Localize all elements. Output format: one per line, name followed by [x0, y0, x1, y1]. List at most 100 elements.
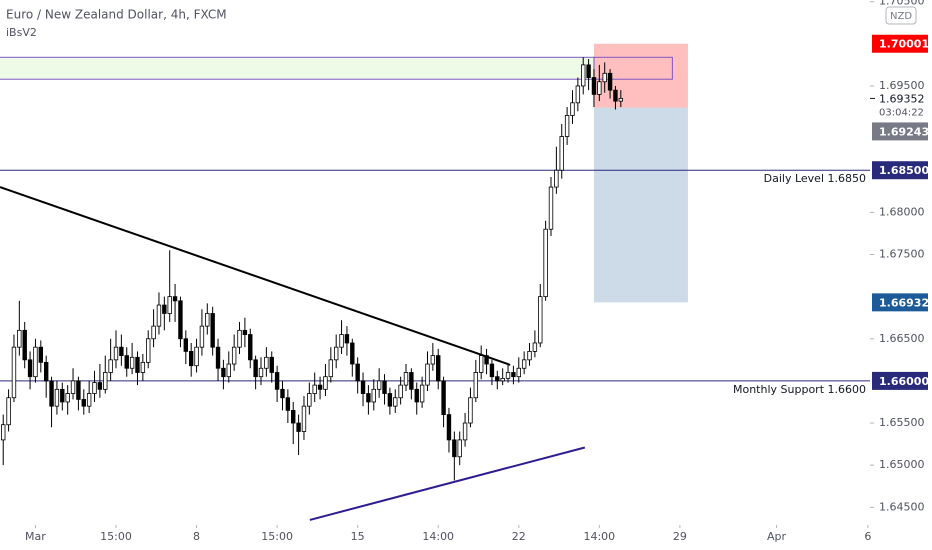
trendline [0, 186, 511, 366]
candle-body [613, 89, 618, 102]
candle-body [291, 409, 296, 424]
candle-body [543, 228, 548, 298]
candle-body [269, 356, 274, 373]
candle-body [162, 304, 167, 314]
candle-body [210, 313, 215, 348]
currency: NZD [890, 11, 912, 22]
candle-body [586, 64, 591, 78]
candle-body [65, 393, 70, 403]
candle-body [489, 363, 495, 378]
candle-body [140, 361, 146, 373]
candle-body [54, 388, 60, 407]
candle-body [188, 351, 194, 367]
candle-body [103, 372, 108, 390]
candle-body [468, 397, 473, 424]
candle-body [425, 363, 430, 386]
level-name: Daily Level 1.6850 [764, 172, 866, 185]
price-tag-label: 1.70001 [879, 38, 929, 51]
candle-body [242, 329, 248, 335]
candle-body [22, 329, 27, 361]
y-tick-label: 1.64500 [879, 500, 925, 513]
price-tag-label: 1.66000 [879, 375, 929, 388]
candle-body [43, 361, 49, 382]
candle-body [339, 334, 344, 348]
candle-body [178, 300, 183, 340]
candle-body [446, 414, 452, 441]
candle-body [403, 372, 409, 386]
x-tick-label: Apr [767, 530, 787, 543]
candle-body [113, 346, 119, 361]
y-tick-label: 1.65000 [879, 458, 925, 471]
candle-body [371, 388, 376, 403]
candle-body [237, 329, 242, 348]
candle-body [248, 334, 253, 361]
x-tick-label: 14:00 [583, 530, 615, 543]
candle-body [156, 304, 162, 327]
candle-body [296, 422, 301, 432]
price-tag [872, 161, 928, 180]
candle-body [86, 393, 92, 407]
chart-title: Euro / New Zealand Dollar, 4h, FXCM [6, 8, 227, 22]
candle-body [495, 376, 500, 382]
candle-body [398, 384, 403, 399]
candle-body [452, 439, 457, 458]
candle-body [521, 359, 527, 369]
candle-body [478, 355, 484, 373]
y-tick-label: 1.65500 [879, 416, 925, 429]
candle-body [559, 136, 564, 171]
candle-body [484, 355, 489, 365]
candle-body [258, 367, 264, 378]
zone-box [593, 56, 673, 80]
last-price: 1.69352 [879, 92, 925, 105]
candle-body [38, 346, 44, 363]
candle-body [253, 359, 258, 378]
candle-body [129, 356, 135, 369]
candle-body [419, 384, 425, 403]
candle-body [17, 329, 22, 348]
candle-body [119, 346, 124, 357]
x-tick-label: 29 [673, 530, 687, 543]
candle-body [33, 346, 38, 378]
candle-body [516, 367, 521, 378]
candle-body [591, 77, 597, 95]
target-zone [593, 107, 688, 303]
candle-body [172, 296, 178, 302]
y-tick-label: 1.68000 [879, 205, 925, 218]
candle-body [221, 367, 226, 378]
x-tick-label: 22 [512, 530, 526, 543]
plot-area: Daily Level 1.6850 Monthly Support 1.6600 [0, 43, 870, 521]
candle-body [76, 380, 81, 400]
candle-body [409, 372, 414, 390]
candle-body [274, 372, 280, 390]
price-axis: 1.70500 1.69500 1.68000 1.67500 1.66500 1.655… [870, 0, 929, 513]
zone [0, 56, 595, 80]
candle-body [323, 376, 328, 390]
candle-body [307, 393, 312, 407]
candle-body [280, 388, 285, 399]
price-tag [872, 293, 928, 312]
x-tick-label: 14:00 [422, 530, 454, 543]
countdown: 03:04:22 [879, 107, 924, 118]
candle-body [328, 359, 334, 378]
candle-body [430, 355, 436, 365]
candle-body [70, 380, 76, 394]
currency-box [885, 6, 917, 25]
candle-body [473, 372, 479, 399]
candle-body [27, 359, 33, 378]
candle-body [532, 342, 538, 352]
candle-body [231, 346, 237, 365]
candle-body [462, 422, 468, 441]
price-tag [872, 34, 928, 53]
candle-body [1, 424, 6, 441]
y-tick-label: 1.67500 [879, 247, 925, 260]
candle-body [366, 393, 371, 403]
candle-body [457, 439, 462, 458]
candle-body [317, 384, 323, 390]
candle-body [108, 359, 113, 373]
price-tag [872, 122, 928, 141]
trendline [309, 446, 586, 521]
candle-body [151, 325, 156, 340]
candle-body [183, 338, 189, 352]
